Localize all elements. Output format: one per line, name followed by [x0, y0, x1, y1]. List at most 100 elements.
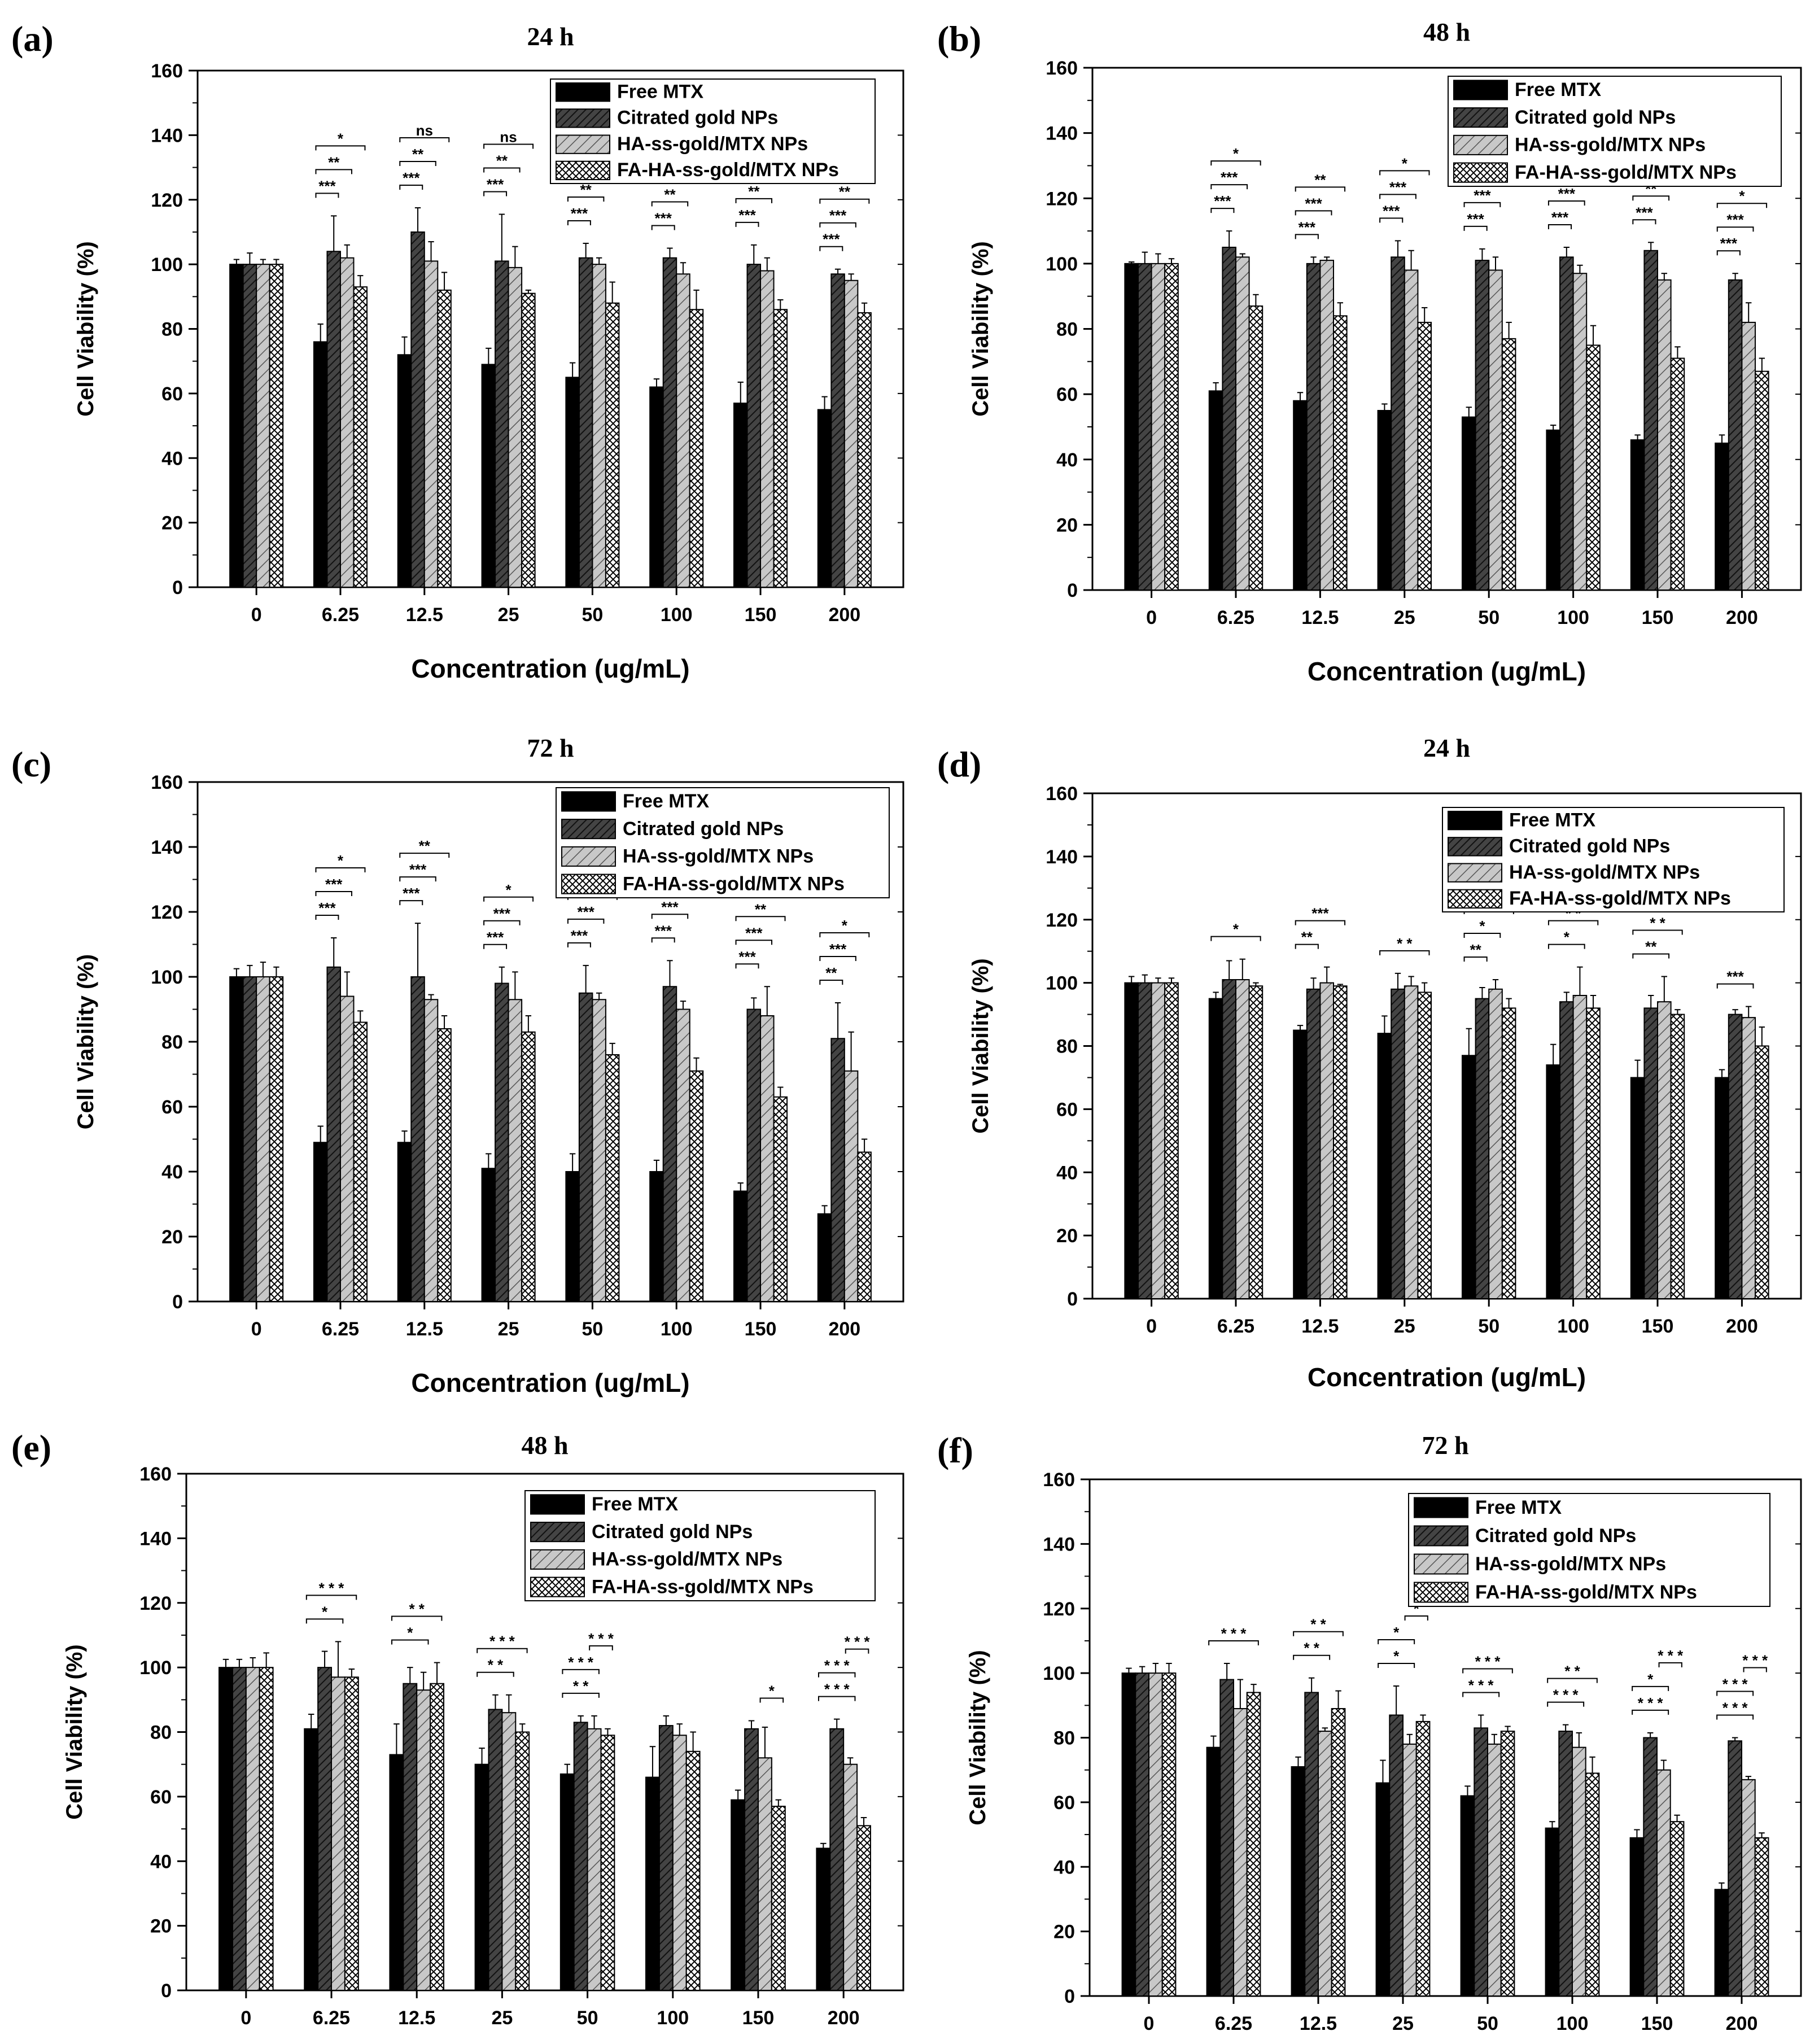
significance-label: *: [1479, 918, 1485, 934]
significance-label: ***: [823, 231, 840, 248]
bar: [1164, 263, 1179, 591]
significance-bracket: [315, 915, 339, 920]
significance-bracket: [1743, 1667, 1767, 1672]
bar: [744, 1728, 759, 1991]
legend-swatch: [1453, 80, 1508, 101]
significance-label: ***: [571, 205, 588, 222]
bar: [474, 1763, 489, 1991]
significance-label: ***: [655, 210, 672, 227]
bar: [1222, 979, 1236, 1299]
legend-label: Free MTX: [617, 81, 703, 102]
significance-label: **: [412, 146, 424, 163]
significance-bracket: [651, 937, 675, 943]
legend-swatch: [556, 134, 610, 154]
bar: [857, 312, 872, 588]
significance-label: * * *: [1553, 1687, 1579, 1704]
x-tick-label: 50: [582, 604, 603, 626]
significance-label: * *: [1304, 1640, 1319, 1657]
legend-swatch: [1453, 134, 1508, 155]
significance-bracket: [1547, 920, 1599, 925]
bar: [1331, 1708, 1346, 1997]
significance-label: ***: [409, 861, 427, 878]
significance-bracket: [399, 900, 423, 906]
significance-bracket: [1658, 1662, 1682, 1667]
significance-bracket: [1210, 208, 1235, 213]
y-tick-label: 80: [161, 1032, 183, 1053]
significance-bracket: [589, 1645, 613, 1650]
x-tick-label: 0: [1144, 2013, 1155, 2034]
significance-label: *: [1647, 1671, 1654, 1688]
x-tick-label: 12.5: [1301, 1316, 1339, 1337]
significance-bracket: [1547, 1701, 1585, 1707]
bar: [1656, 1769, 1671, 1997]
chart-title: 24 h: [527, 22, 574, 51]
bar: [1657, 1001, 1672, 1299]
significance-bracket: [1295, 186, 1346, 192]
y-tick-label: 20: [1053, 1921, 1075, 1943]
bar: [1741, 321, 1756, 591]
bar: [565, 1171, 580, 1302]
bar: [515, 1731, 530, 1991]
x-tick-label: 200: [828, 604, 860, 626]
bar: [229, 976, 244, 1302]
x-tick-label: 6.25: [1217, 607, 1254, 628]
y-tick-label: 80: [150, 1722, 172, 1744]
significance-label: ***: [1214, 193, 1231, 209]
legend-label: HA-ss-gold/MTX NPs: [617, 133, 808, 155]
y-tick-label: 120: [1046, 910, 1078, 931]
x-tick-label: 150: [745, 1318, 777, 1340]
significance-bracket: [759, 1697, 784, 1703]
significance-label: ***: [318, 177, 336, 194]
legend-swatch: [561, 791, 616, 812]
bar: [605, 302, 620, 588]
significance-label: *: [1393, 1624, 1400, 1641]
significance-label: ***: [1299, 219, 1316, 235]
significance-bracket: [1379, 950, 1430, 955]
y-tick-label: 100: [139, 1657, 172, 1679]
significance-label: * * *: [1638, 1694, 1664, 1711]
bar: [662, 257, 677, 588]
bar: [508, 999, 523, 1302]
significance-bracket: [315, 145, 366, 151]
bar: [1488, 269, 1503, 591]
chart-title: 72 h: [527, 733, 574, 762]
bar: [1546, 429, 1561, 591]
y-tick-label: 140: [151, 837, 183, 858]
significance-label: ***: [1311, 905, 1329, 922]
y-tick-label: 0: [1067, 580, 1078, 601]
significance-bracket: [1463, 202, 1501, 207]
bar: [817, 409, 832, 588]
significance-label: **: [1645, 938, 1657, 955]
significance-label: *: [1393, 1648, 1400, 1665]
x-tick-label: 25: [498, 1318, 519, 1340]
significance-bracket: [1293, 1631, 1344, 1636]
significance-label: *: [1233, 921, 1239, 938]
bar: [658, 1725, 674, 1991]
significance-label: ***: [738, 207, 756, 224]
bar: [1630, 439, 1645, 591]
x-tick-label: 100: [657, 2007, 689, 2029]
significance-bracket: [1632, 219, 1656, 225]
significance-label: ***: [577, 903, 594, 920]
x-tick-label: 12.5: [398, 2007, 435, 2029]
significance-label: * * *: [1475, 1653, 1501, 1670]
legend-swatch: [530, 1522, 585, 1543]
significance-bracket: [1378, 1639, 1415, 1644]
bar: [843, 279, 859, 588]
panel-label: (a): [11, 19, 54, 59]
significance-bracket: [1379, 194, 1416, 199]
significance-label: **: [328, 154, 340, 171]
bar: [1630, 1077, 1645, 1299]
bar: [1151, 263, 1166, 591]
bar: [1161, 1672, 1177, 1997]
y-axis-label: Cell Viability (%): [965, 1650, 990, 1825]
x-tick-label: 100: [1557, 607, 1589, 628]
bar: [269, 976, 284, 1302]
significance-label: ***: [493, 905, 511, 922]
bar: [1124, 263, 1139, 591]
significance-label: * * *: [319, 1579, 345, 1596]
x-tick-label: 6.25: [1215, 2013, 1252, 2034]
x-tick-label: 12.5: [406, 604, 443, 626]
x-tick-label: 100: [661, 604, 693, 626]
bar: [423, 999, 439, 1302]
